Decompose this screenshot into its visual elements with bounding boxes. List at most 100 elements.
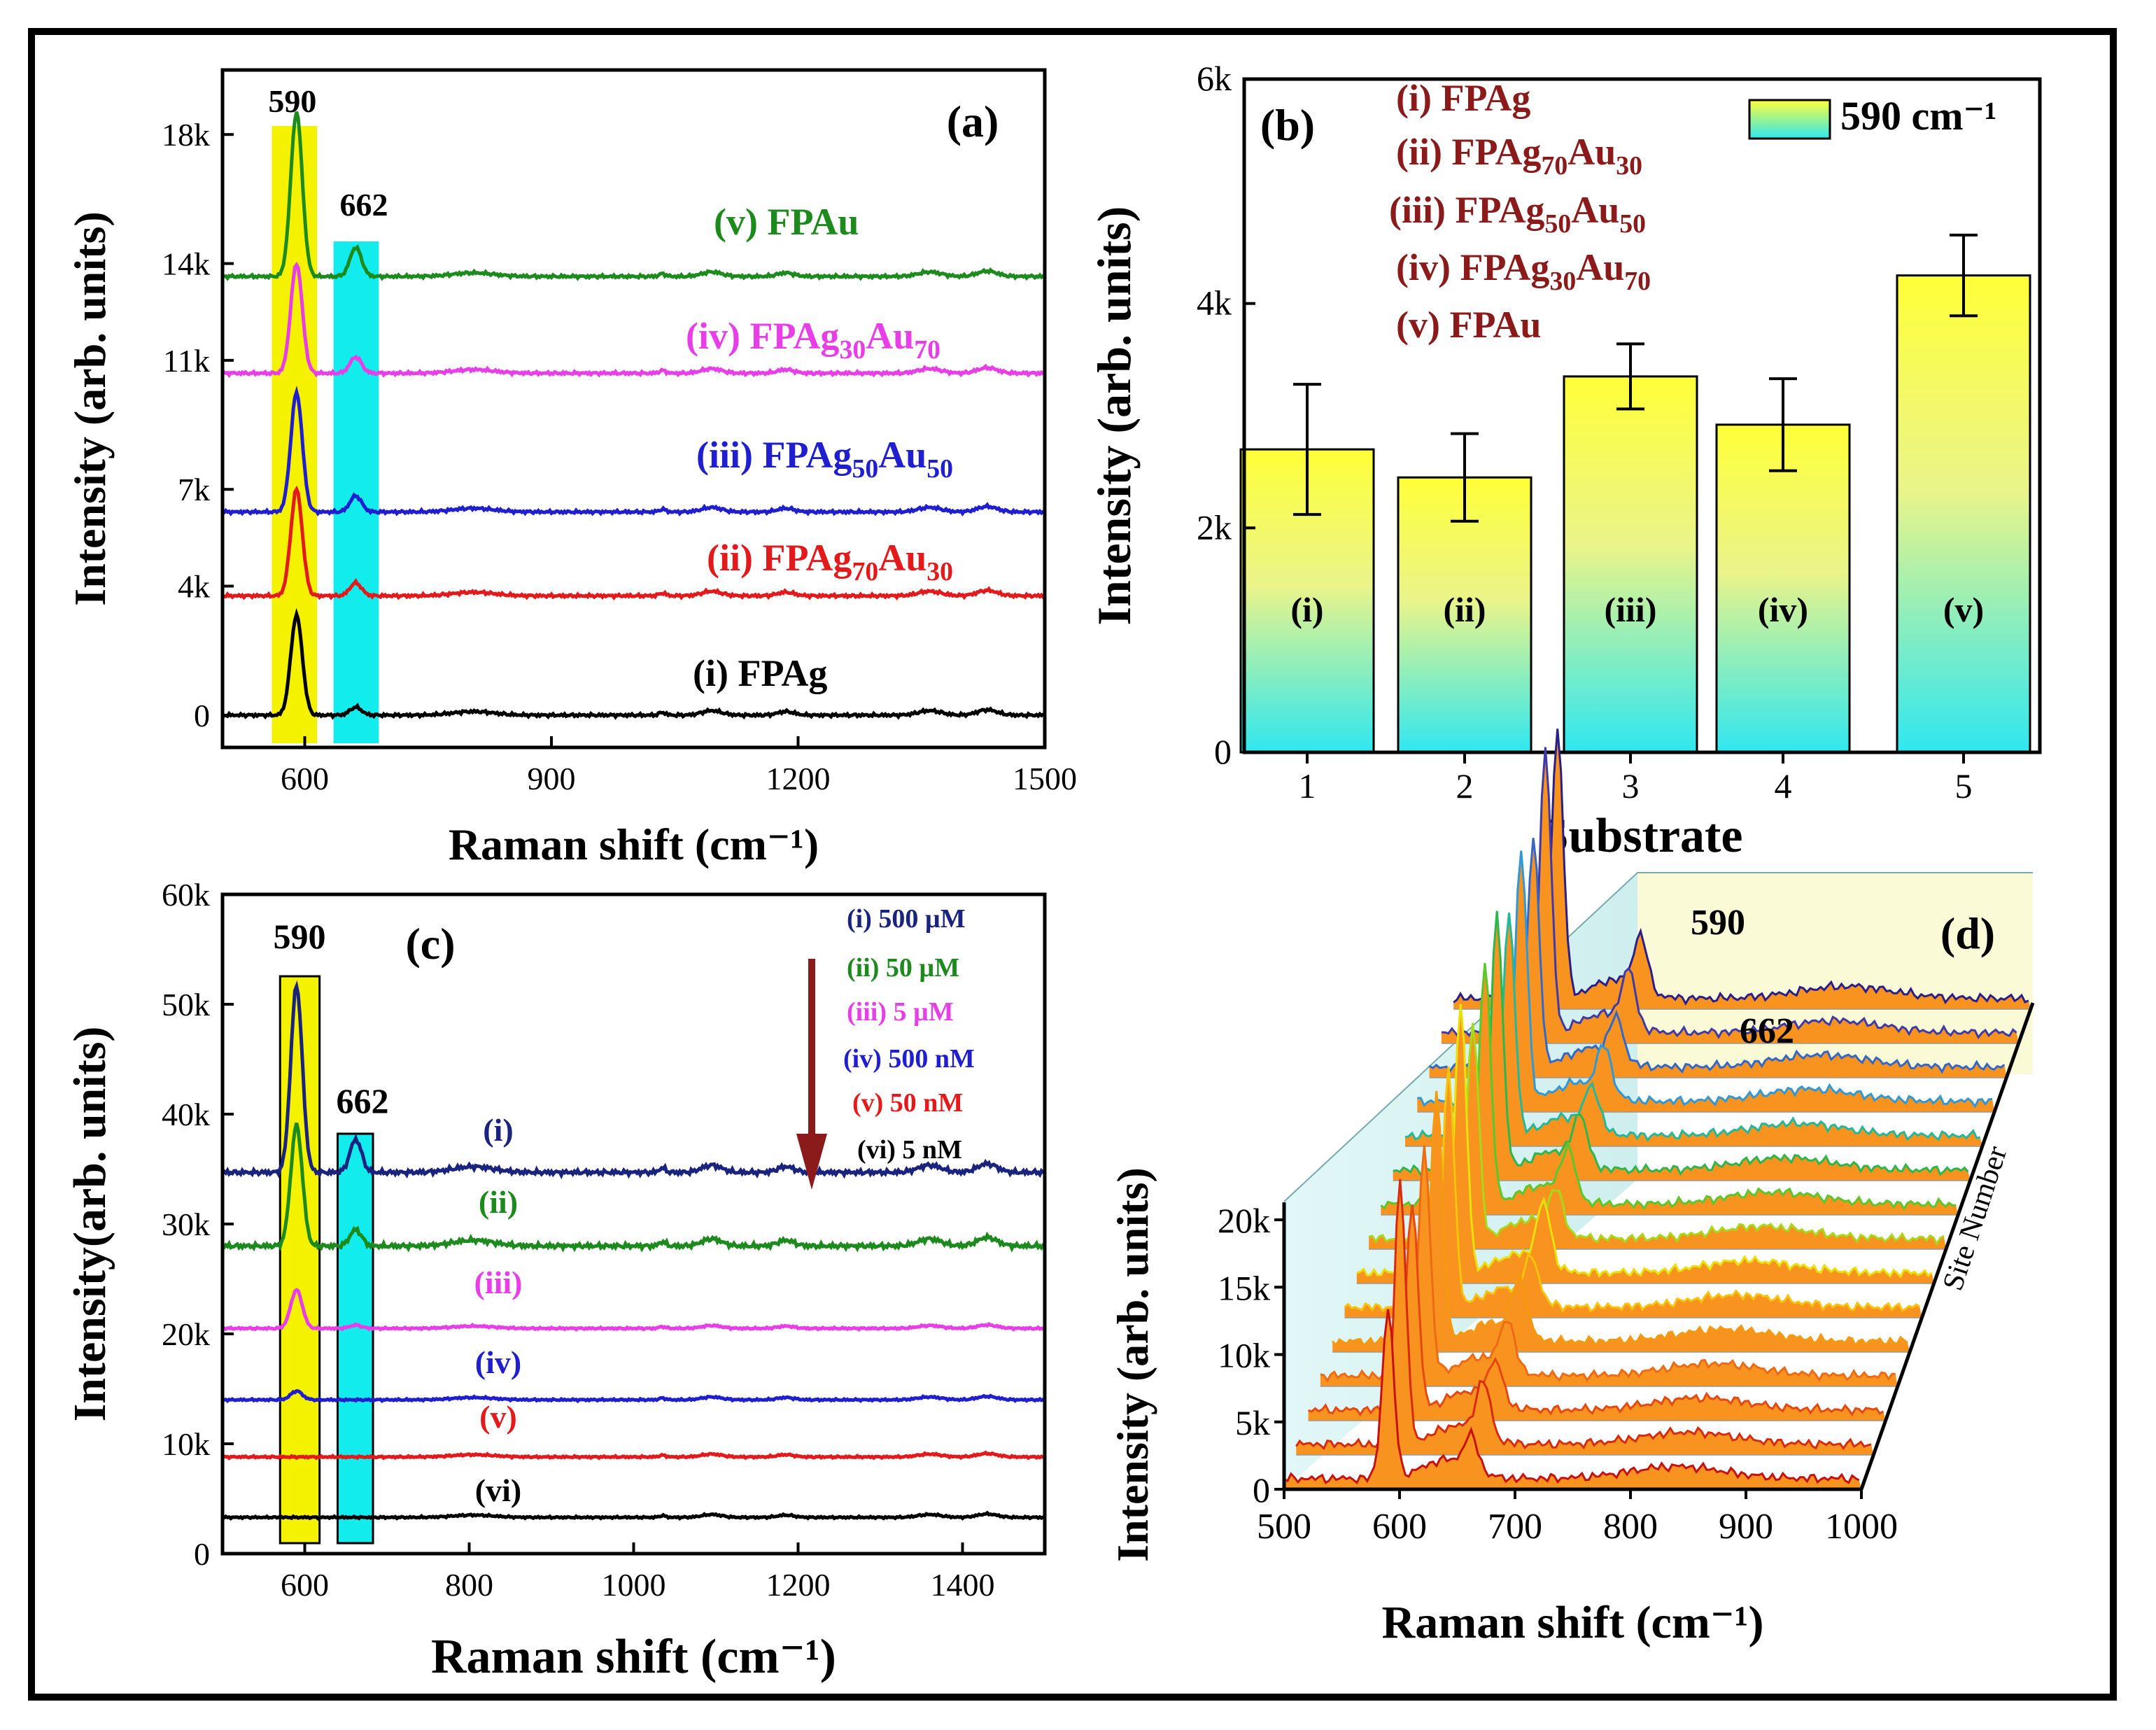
series-line-6 xyxy=(221,980,1045,1180)
x-tick-label: 600 xyxy=(281,1567,329,1603)
x-tick-label: 1 xyxy=(1299,766,1316,806)
x-tick-label: 500 xyxy=(1257,1507,1311,1547)
legend-text: 590 cm⁻¹ xyxy=(1840,93,1997,139)
z-axis-label: Site Number xyxy=(1937,1142,2014,1294)
x-tick-label: 1200 xyxy=(766,1567,831,1603)
peak-label-590: 590 xyxy=(274,917,326,956)
panel-c: 590 662 (vi) (v) (iv) (iii) (ii) (i) 600 800 1000 1… xyxy=(64,877,1047,1684)
peak-label-590: 590 xyxy=(268,83,316,119)
bar-3 xyxy=(1563,375,1698,754)
concentration-label-4: (iv) 500 nM xyxy=(843,1044,975,1074)
series-line-4 xyxy=(222,1288,1045,1332)
panel-label-b: (b) xyxy=(1260,100,1315,150)
y-tick-label: 14k xyxy=(162,246,210,282)
y-tick-label: 0 xyxy=(1214,732,1232,771)
x-tick-label: 900 xyxy=(528,761,576,796)
series-line-5 xyxy=(221,1123,1046,1253)
y-tick-label: 0 xyxy=(1253,1470,1270,1510)
plot-frame-a xyxy=(220,68,1047,750)
y-tick-label: 30k xyxy=(162,1207,210,1242)
y-tick-label: 4k xyxy=(1197,283,1232,323)
series-line-1 xyxy=(222,1510,1045,1521)
y-tick-label: 18k xyxy=(162,117,210,153)
series-line-2 xyxy=(222,485,1046,600)
y-tick-label: 0 xyxy=(194,1536,210,1572)
x-axis-label: Substrate xyxy=(1542,809,1743,863)
y-tick-label: 5k xyxy=(1235,1403,1270,1442)
y-axis-label: Intensity (arb. units) xyxy=(65,211,115,606)
bar-label-3: (iii) xyxy=(1605,590,1657,629)
peak-label-662: 662 xyxy=(340,187,388,223)
series-line-2 xyxy=(221,1450,1045,1461)
y-tick-label: 50k xyxy=(162,987,210,1022)
y-tick-label: 40k xyxy=(162,1097,210,1132)
panel-d: 500 600 700 800 900 1000 0 5k 10k 15k 20k Raman shi… xyxy=(1108,729,2035,1648)
series-tag-3: (iv) xyxy=(475,1344,521,1380)
x-tick-label: 1400 xyxy=(931,1567,995,1603)
legend-label-3: (iii) FPAg50Au50 xyxy=(696,434,953,484)
series-line-5 xyxy=(222,111,1045,281)
x-tick-label: 700 xyxy=(1488,1507,1542,1547)
concentration-label-3: (iii) 5 µM xyxy=(847,997,954,1027)
panel-a: 590 662 600 900 1200 1500 0 4k 7k 11k 14k 18k Raman … xyxy=(65,68,1077,869)
trend-arrow-head xyxy=(796,1134,827,1190)
legend-swatch xyxy=(1748,99,1831,140)
y-tick-label: 0 xyxy=(194,698,210,733)
concentration-label-2: (ii) 50 µM xyxy=(847,953,959,983)
panel-label-c: (c) xyxy=(405,919,455,969)
peak-label-590: 590 xyxy=(1691,903,1745,943)
y-tick-label: 6k xyxy=(1197,59,1232,98)
x-tick-label: 900 xyxy=(1719,1507,1773,1547)
x-tick-label: 600 xyxy=(1372,1507,1427,1547)
bar-label-2: (ii) xyxy=(1443,590,1486,629)
y-tick-label: 10k xyxy=(1218,1336,1270,1375)
legend-label-1: (v) FPAu xyxy=(714,201,859,243)
x-tick-label: 5 xyxy=(1955,766,1973,806)
x-tick-label: 1200 xyxy=(766,761,831,796)
y-axis-label: Intensity (arb. units) xyxy=(1087,206,1141,626)
series-tag-5: (ii) xyxy=(479,1184,518,1220)
bar-label-4: (iv) xyxy=(1758,590,1808,629)
x-tick-label: 1000 xyxy=(1825,1507,1898,1547)
x-tick-label: 1000 xyxy=(602,1567,666,1603)
highlight-590 xyxy=(279,975,321,1545)
x-axis-label: Raman shift (cm⁻¹) xyxy=(431,1630,836,1684)
series-tag-4: (iii) xyxy=(474,1265,523,1300)
x-axis-label: Raman shift (cm⁻¹) xyxy=(449,820,819,869)
bar-4 xyxy=(1715,423,1851,754)
plot-frame-b xyxy=(1242,77,2042,754)
substrate-label-1: (i) FPAg xyxy=(1396,77,1530,119)
peak-label-662: 662 xyxy=(337,1081,389,1120)
x-tick-label: 600 xyxy=(281,761,329,796)
y-tick-label: 20k xyxy=(162,1316,210,1352)
substrate-label-5: (v) FPAu xyxy=(1396,304,1541,346)
x-tick-label: 3 xyxy=(1622,766,1640,806)
y-tick-label: 20k xyxy=(1218,1201,1270,1240)
y-axis-label: Intensity(arb. units) xyxy=(64,1027,115,1422)
series-line-3 xyxy=(222,386,1045,517)
x-tick-label: 4 xyxy=(1775,766,1792,806)
x-tick-label: 2 xyxy=(1456,766,1474,806)
series-line-4 xyxy=(221,262,1046,379)
y-tick-label: 7k xyxy=(178,472,210,507)
series-tag-1: (vi) xyxy=(475,1472,521,1508)
panel-b: (i) (ii) (iii) (iv) (v) 1 2 3 4 5 0 2k 4k 6k Substrate… xyxy=(1087,59,2042,863)
concentration-label-6: (vi) 5 nM xyxy=(857,1135,962,1165)
site-line-1 xyxy=(1283,1309,1860,1484)
bar-label-1: (i) xyxy=(1290,590,1323,629)
substrate-label-2: (ii) FPAg70Au30 xyxy=(1396,131,1642,181)
substrate-label-3: (iii) FPAg50Au50 xyxy=(1389,189,1646,239)
bar-label-5: (v) xyxy=(1943,590,1984,629)
y-tick-label: 60k xyxy=(162,877,210,913)
highlight-662 xyxy=(337,1132,374,1545)
x-tick-label: 800 xyxy=(1603,1507,1658,1547)
series-tag-2: (v) xyxy=(479,1399,517,1435)
bar-5 xyxy=(1896,274,2031,754)
x-axis-label: Raman shift (cm⁻¹) xyxy=(1382,1597,1764,1648)
y-tick-label: 15k xyxy=(1218,1268,1270,1307)
substrate-label-4: (iv) FPAg30Au70 xyxy=(1396,246,1651,296)
y-tick-label: 2k xyxy=(1197,507,1232,547)
y-tick-label: 4k xyxy=(178,569,210,605)
z-axis-line xyxy=(1859,1002,2035,1490)
y-axis-label: Intensity (arb. units) xyxy=(1108,1167,1157,1562)
